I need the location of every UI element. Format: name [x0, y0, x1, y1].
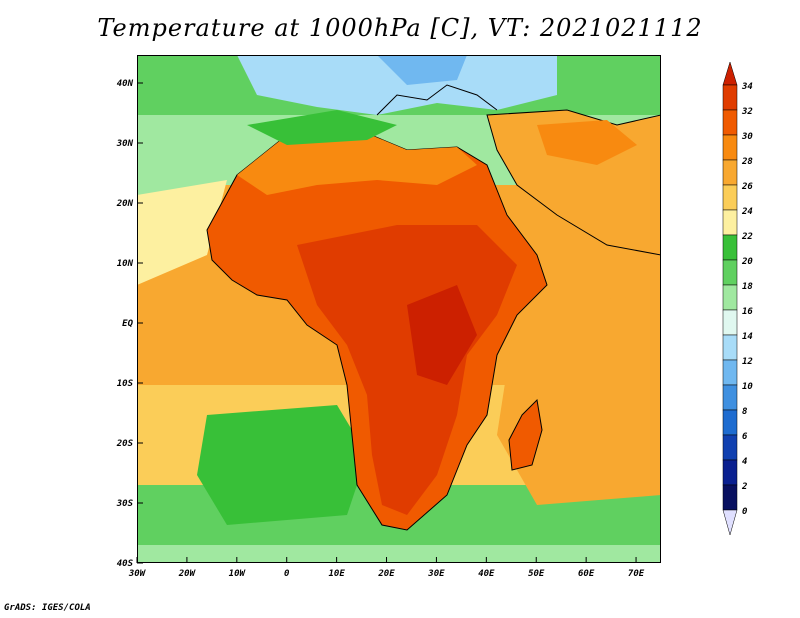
madagascar: [508, 398, 543, 471]
colorbar-swatch: [722, 359, 738, 386]
lat-tick-label: 10N: [117, 259, 134, 269]
colorbar-level-label: 14: [742, 332, 753, 342]
colorbar-level-label: 22: [741, 232, 753, 242]
lat-tick-label: 10S: [117, 379, 134, 389]
hottest-core: [407, 285, 477, 385]
colorbar-level-label: 32: [741, 107, 753, 117]
colorbar-swatch: [722, 159, 738, 186]
colorbar-swatch: [722, 484, 738, 511]
colorbar-swatch: [722, 259, 738, 286]
colorbar-level-label: 20: [741, 257, 753, 267]
lat-tick-label: 20N: [116, 199, 134, 209]
colorbar-level-label: 8: [742, 407, 747, 417]
temperature-map: [137, 55, 661, 563]
lon-tick-label: 0: [284, 569, 290, 579]
lat-tick-label: 20S: [116, 439, 134, 449]
colorbar-swatch: [722, 61, 738, 86]
colorbar-swatch: [722, 459, 738, 486]
colorbar-swatch: [722, 134, 738, 161]
atlantic-pale-band: [137, 180, 227, 285]
south-atlantic-green: [197, 405, 367, 525]
colorbar-swatch: [722, 209, 738, 236]
colorbar-level-label: 16: [742, 307, 753, 317]
colorbar-swatch: [722, 234, 738, 261]
colorbar-level-label: 28: [741, 157, 753, 167]
lon-tick-label: 20W: [178, 569, 197, 579]
lat-tick-label: 40S: [117, 559, 134, 569]
mediterranean-cold: [237, 55, 557, 115]
lon-tick-label: 10E: [328, 569, 345, 579]
lon-tick-label: 30W: [128, 569, 147, 579]
lon-tick-label: 10W: [229, 569, 247, 579]
colorbar-swatch: [722, 84, 738, 111]
lat-tick-label: EQ: [122, 319, 133, 329]
colorbar-swatch: [722, 184, 738, 211]
colorbar-swatch: [722, 409, 738, 436]
colorbar-level-label: 10: [742, 382, 753, 392]
lon-tick-label: 70E: [628, 569, 645, 579]
chart-title: Temperature at 1000hPa [C], VT: 20210211…: [97, 14, 703, 42]
lon-tick-label: 20E: [377, 569, 395, 579]
mediterranean-coast: [376, 84, 498, 116]
colorbar-level-label: 26: [741, 182, 753, 192]
arabia-hot-area: [537, 120, 637, 165]
colorbar-swatch: [722, 309, 738, 336]
lon-tick-label: 50E: [528, 569, 545, 579]
colorbar-level-label: 30: [741, 132, 753, 142]
indian-ocean-warm: [497, 295, 661, 505]
lat-tick-label: 30N: [116, 139, 134, 149]
colorbar-level-label: 18: [742, 282, 753, 292]
map-svg: [137, 55, 661, 563]
lon-tick-label: 30E: [427, 569, 445, 579]
colorbar-level-label: 6: [742, 432, 748, 442]
colorbar-level-label: 0: [742, 507, 748, 517]
colorbar-level-label: 4: [742, 457, 747, 467]
lat-tick-label: 30S: [116, 499, 134, 509]
lon-tick-label: 60E: [578, 569, 595, 579]
colorbar-swatch: [722, 434, 738, 461]
colorbar-level-label: 2: [741, 482, 747, 492]
lat-tick-label: 40N: [117, 79, 134, 89]
colorbar-swatch: [722, 384, 738, 411]
maghreb-green: [247, 110, 397, 145]
colorbar-swatch: [722, 109, 738, 136]
colorbar-level-label: 12: [742, 357, 753, 367]
lon-tick-label: 40E: [478, 569, 495, 579]
credit-text: GrADS: IGES/COLA: [4, 603, 91, 613]
map-frame: [137, 55, 661, 563]
colorbar-swatch: [722, 509, 738, 536]
colorbar-level-label: 24: [741, 207, 753, 217]
colorbar-swatch: [722, 334, 738, 361]
europe-cold: [377, 55, 467, 85]
southern-edge-cool: [137, 545, 661, 563]
colorbar-level-label: 34: [741, 82, 753, 92]
colorbar-swatch: [722, 284, 738, 311]
